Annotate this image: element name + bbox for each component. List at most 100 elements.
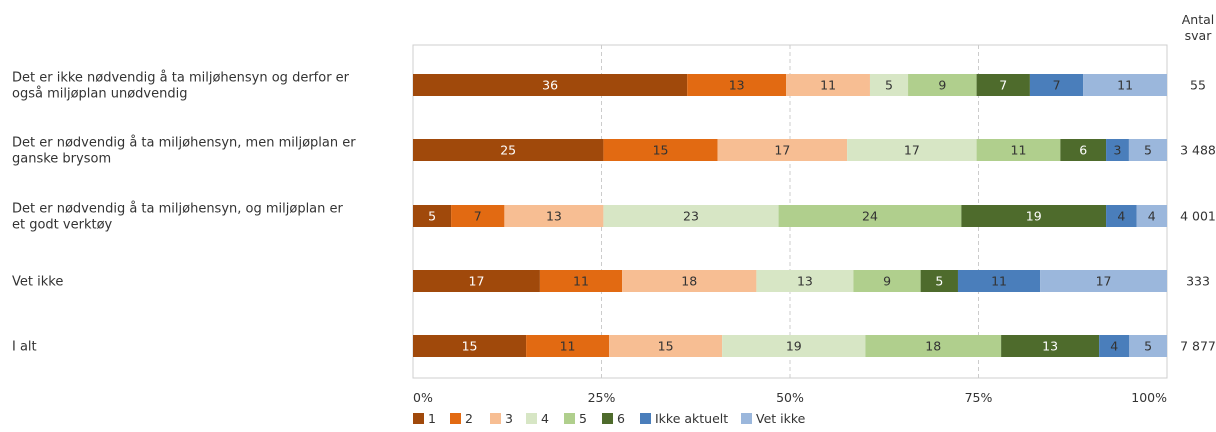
bar-value-label: 9 [938, 78, 946, 93]
legend-swatch [564, 413, 575, 424]
category-label: Det er nødvendig å ta miljøhensyn, og mi… [12, 202, 344, 233]
bar-value-label: 11 [820, 78, 836, 93]
bar-segment [1060, 139, 1107, 161]
answer-count: 4 001 [1180, 209, 1216, 224]
legend-swatch [602, 413, 613, 424]
x-tick-label: 100% [1131, 390, 1167, 405]
bar-segment [413, 74, 688, 96]
bar-segment [1136, 205, 1167, 227]
bar-segment [786, 74, 870, 96]
bar-value-label: 4 [1110, 339, 1118, 354]
legend-label: 4 [541, 411, 549, 426]
legend-label: 6 [617, 411, 625, 426]
bar-value-label: 15 [653, 143, 669, 158]
bar-segment [687, 74, 787, 96]
bar-value-label: 11 [1117, 78, 1133, 93]
x-tick-label: 75% [965, 390, 993, 405]
bar-row: 25 15 17 17 11 6 3 5 [413, 139, 1167, 161]
legend-item: 6 [602, 411, 625, 426]
bar-value-label: 15 [462, 339, 478, 354]
bar-value-label: 17 [904, 143, 920, 158]
bar-value-label: 17 [469, 274, 485, 289]
bar-segment [1106, 205, 1137, 227]
category-label: I alt [12, 340, 37, 355]
bar-segment [622, 270, 757, 292]
legend-label: 2 [465, 411, 473, 426]
answer-count: 55 [1190, 78, 1206, 93]
bar-segment [1099, 335, 1130, 357]
category-label: Vet ikke [12, 275, 63, 290]
legend-label: 5 [579, 411, 587, 426]
legend-swatch [490, 413, 501, 424]
bar-segment [1001, 335, 1100, 357]
bar-value-label: 13 [729, 78, 745, 93]
legend-swatch [741, 413, 752, 424]
legend-item: 4 [526, 411, 549, 426]
legend-swatch [450, 413, 461, 424]
bar-segment [603, 205, 779, 227]
legend-item: 2 [450, 411, 473, 426]
bar-segment [976, 74, 1030, 96]
x-tick-label: 50% [776, 390, 804, 405]
answer-count: 333 [1186, 274, 1210, 289]
bar-value-label: 13 [546, 209, 562, 224]
bar-value-label: 11 [1011, 143, 1027, 158]
bar-segment [976, 139, 1061, 161]
legend-item: 5 [564, 411, 587, 426]
legend-label: 1 [428, 411, 436, 426]
bar-value-label: 13 [797, 274, 813, 289]
answer-count: 3 488 [1180, 143, 1216, 158]
bar-segment [920, 270, 958, 292]
bar-value-label: 24 [862, 209, 878, 224]
bar-value-label: 19 [786, 339, 802, 354]
bar-value-label: 36 [542, 78, 558, 93]
x-tick-label: 0% [413, 390, 433, 405]
bar-value-label: 4 [1148, 209, 1156, 224]
bar-segment [609, 335, 723, 357]
bar-segment [961, 205, 1107, 227]
bar-segment [1128, 139, 1167, 161]
legend-label: 3 [505, 411, 513, 426]
legend-swatch [640, 413, 651, 424]
bar-segment [526, 335, 610, 357]
bar-segment [1106, 139, 1129, 161]
legend-swatch [526, 413, 537, 424]
bar-value-label: 7 [1053, 78, 1061, 93]
bar-row: 36 13 11 5 9 7 7 11 [413, 74, 1167, 96]
bar-row: 17 11 18 13 9 5 11 17 [413, 270, 1167, 292]
bar-value-label: 7 [474, 209, 482, 224]
bar-value-label: 18 [925, 339, 941, 354]
bar-segment [603, 139, 718, 161]
bar-value-label: 5 [885, 78, 893, 93]
bar-value-label: 5 [1144, 143, 1152, 158]
bar-row: 15 11 15 19 18 13 4 5 [413, 335, 1167, 357]
bar-value-label: 6 [1079, 143, 1087, 158]
legend-item: Ikke aktuelt [640, 411, 728, 426]
bar-segment [957, 270, 1041, 292]
bar-segment [847, 139, 977, 161]
legend-swatch [413, 413, 424, 424]
bar-value-label: 3 [1114, 143, 1122, 158]
count-header-line1: Antal [1182, 12, 1215, 27]
bar-segment [778, 205, 962, 227]
legend-item: 3 [490, 411, 513, 426]
bar-segment [413, 139, 604, 161]
bar-value-label: 19 [1026, 209, 1042, 224]
bar-segment [717, 139, 848, 161]
bar-segment [908, 74, 977, 96]
bar-value-label: 5 [935, 274, 943, 289]
bar-segment [722, 335, 866, 357]
x-axis-ticks: 0% 25% 50% 75% 100% [413, 390, 1167, 405]
bar-segment [413, 335, 527, 357]
bar-segment [756, 270, 854, 292]
bar-segment [413, 270, 540, 292]
bar-value-label: 13 [1042, 339, 1058, 354]
category-label: Det er ikke nødvendig å ta miljøhensyn o… [12, 71, 350, 102]
bar-segment [869, 74, 909, 96]
bar-value-label: 11 [991, 274, 1007, 289]
bar-value-label: 17 [1096, 274, 1112, 289]
bar-value-label: 5 [428, 209, 436, 224]
legend-label: Ikke aktuelt [655, 411, 728, 426]
